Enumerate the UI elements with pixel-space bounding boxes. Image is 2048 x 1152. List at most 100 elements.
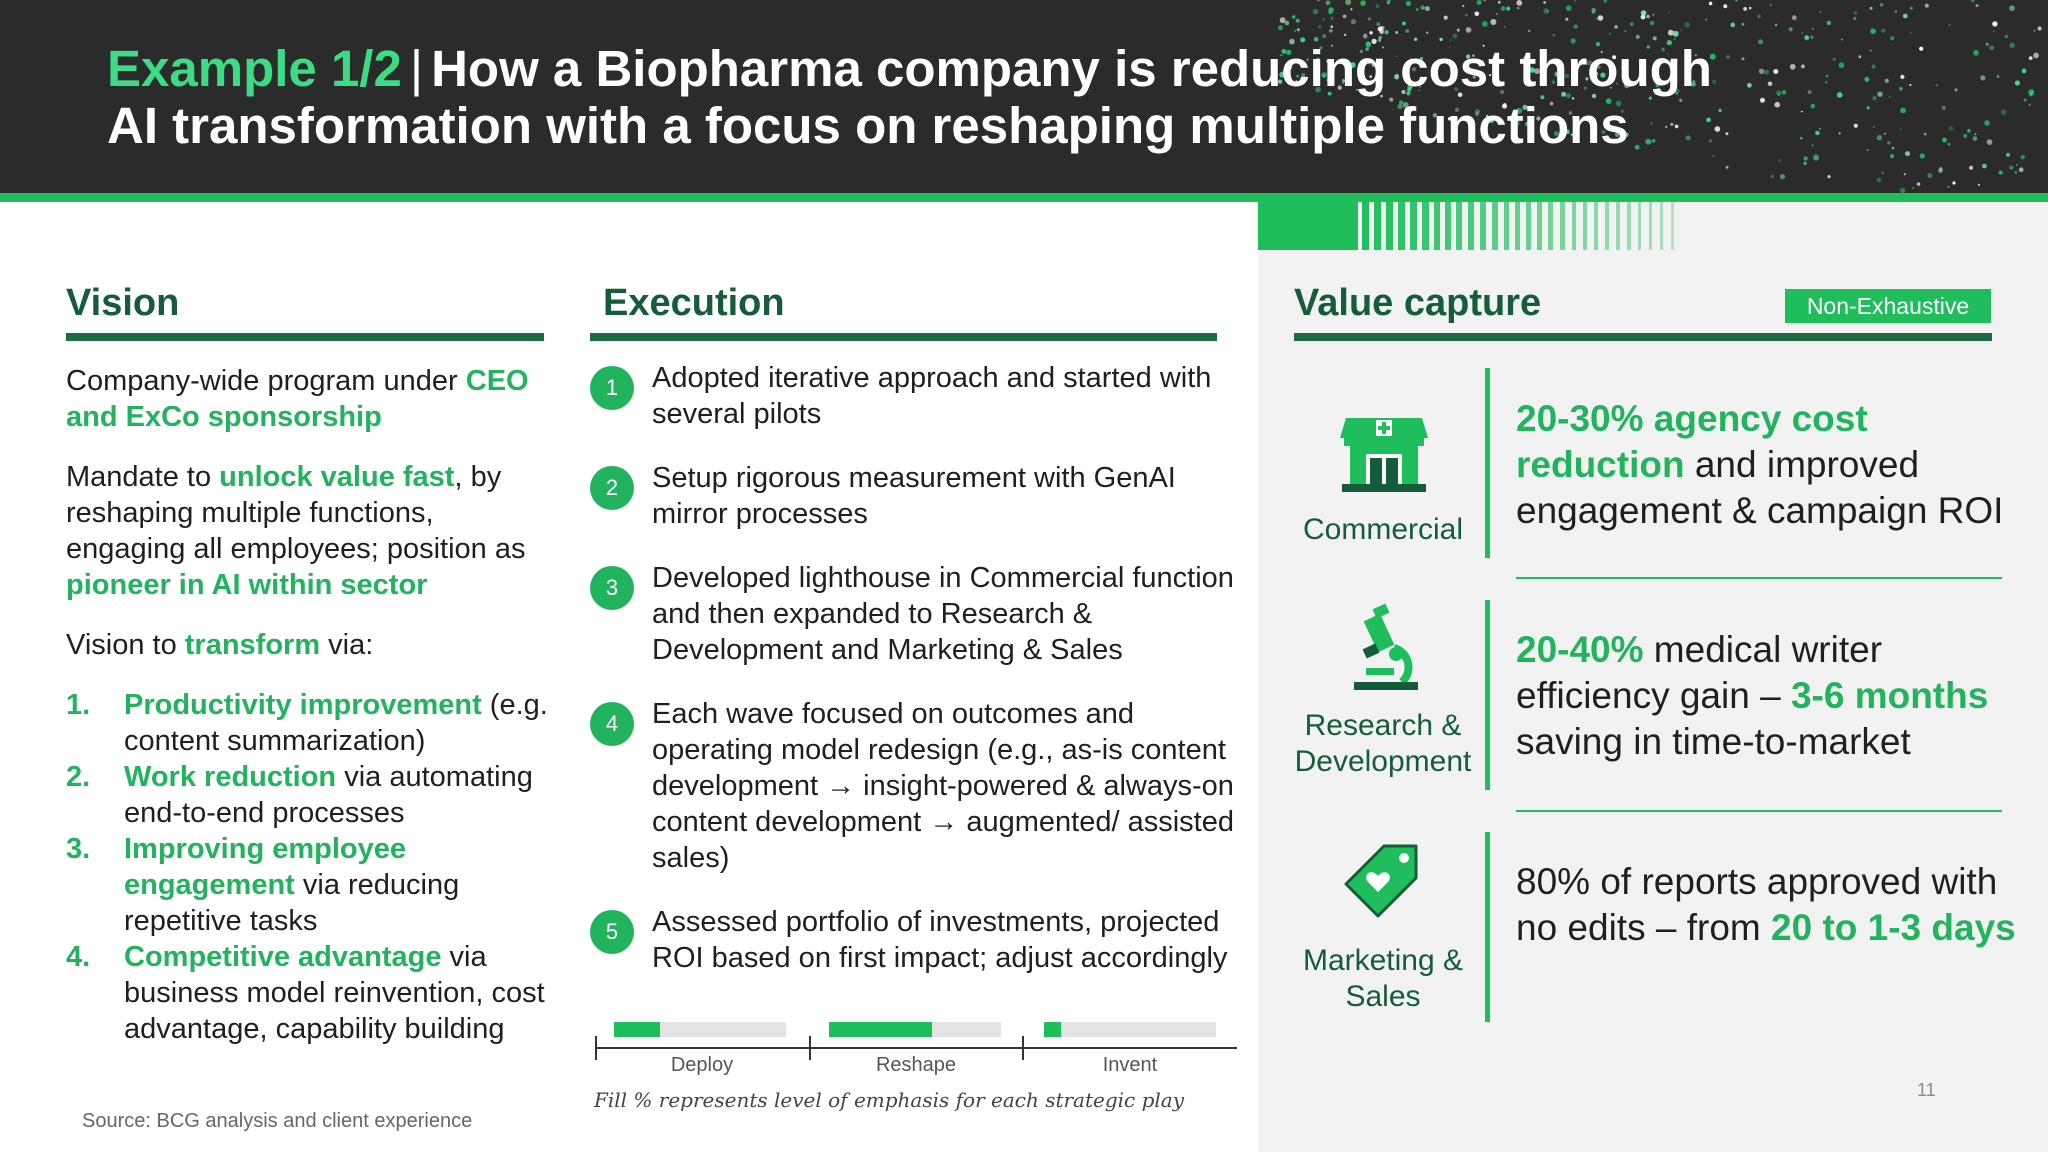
barcode-stripe	[1456, 202, 1462, 250]
decorative-dot	[1871, 64, 1876, 69]
decorative-dot	[1980, 75, 1986, 81]
decorative-dot	[1366, 58, 1373, 65]
decorative-dot	[1517, 6, 1520, 10]
decorative-dot	[1827, 175, 1831, 179]
decorative-dot	[1989, 45, 1995, 51]
decorative-dot	[2009, 165, 2014, 170]
decorative-dot	[1573, 24, 1578, 29]
decorative-dot	[1620, 109, 1624, 113]
decorative-dot	[1529, 67, 1535, 73]
decorative-dot	[1900, 74, 1905, 79]
decorative-dot	[2016, 164, 2018, 166]
decorative-dot	[1481, 60, 1484, 64]
decorative-dot	[1646, 14, 1650, 19]
decorative-dot	[1482, 44, 1485, 47]
barcode-stripe	[1638, 202, 1641, 250]
decorative-dot	[1947, 142, 1951, 146]
decorative-dot	[1799, 136, 1803, 140]
list-item-highlight: Productivity improvement	[124, 689, 482, 721]
decorative-dot	[1758, 39, 1764, 45]
header-stripe	[0, 193, 2048, 202]
decorative-dot	[1899, 128, 1902, 130]
decorative-dot	[1553, 131, 1559, 136]
decorative-dot	[1614, 25, 1618, 29]
decorative-dot	[1483, 0, 1486, 2]
execution-step: 4 Each wave focused on outcomes and opera…	[588, 696, 1238, 876]
decorative-dot	[1279, 17, 1286, 24]
decorative-dot	[1534, 68, 1540, 75]
decorative-dot	[1909, 84, 1912, 86]
decorative-dot	[1758, 68, 1765, 75]
decorative-dot	[1380, 25, 1385, 31]
decorative-dot	[1666, 52, 1669, 55]
decorative-dot	[1398, 100, 1404, 105]
decorative-dot	[1522, 104, 1528, 110]
execution-step: 1 Adopted iterative approach and started …	[588, 360, 1238, 432]
list-item-text: via business model reinvention, cost adv…	[124, 941, 545, 1045]
decorative-dot	[1482, 21, 1488, 27]
decorative-dot	[1735, 0, 1738, 2]
step-text: Developed lighthouse in Commercial funct…	[652, 562, 1234, 666]
decorative-dot	[1791, 15, 1797, 21]
decorative-dot	[1769, 3, 1773, 7]
decorative-dot	[2037, 26, 2042, 31]
decorative-dot	[1789, 63, 1796, 70]
value-highlight: 3-6 months	[1790, 675, 1989, 716]
vision-p2-text-b: , by reshaping multiple functions, engag…	[66, 461, 526, 565]
decorative-dot	[1317, 0, 1320, 2]
decorative-dot	[1881, 28, 1886, 33]
list-item: 4. Competitive advantage via business mod…	[66, 939, 556, 1047]
emphasis-bar-fill-invent	[1044, 1022, 1061, 1037]
execution-step: 2 Setup rigorous measurement with GenAI m…	[588, 460, 1238, 532]
value-highlight: 20-30% agency cost reduction	[1516, 398, 1868, 485]
decorative-dot	[1583, 86, 1587, 90]
decorative-dot	[1378, 35, 1382, 40]
barcode-stripe	[1548, 202, 1553, 250]
decorative-dot	[1287, 64, 1293, 71]
list-item-number: 4.	[66, 941, 91, 973]
decorative-dot	[1510, 118, 1515, 123]
barcode-block	[1258, 202, 1358, 250]
decorative-dot	[1448, 117, 1452, 121]
decorative-dot	[1419, 85, 1422, 88]
execution-steps: 1 Adopted iterative approach and started …	[588, 360, 1238, 1004]
decorative-dot	[1708, 139, 1713, 143]
decorative-dot	[1359, 49, 1364, 54]
decorative-dot	[1900, 107, 1906, 114]
decorative-dot	[1819, 127, 1821, 130]
decorative-dot	[1864, 76, 1870, 82]
title-line2: AI transformation with a focus on reshap…	[107, 97, 1629, 154]
decorative-dot	[1916, 182, 1921, 186]
decorative-dot	[1948, 23, 1951, 26]
decorative-dot	[1342, 81, 1344, 84]
decorative-dot	[1807, 90, 1812, 94]
decorative-dot	[1674, 88, 1680, 94]
execution-rule	[590, 333, 1217, 341]
barcode-stripe	[1374, 202, 1381, 250]
decorative-dot	[1346, 63, 1350, 67]
decorative-dot	[1472, 54, 1475, 57]
vision-p2-text-a: Mandate to	[66, 461, 220, 493]
decorative-dot	[2029, 93, 2033, 97]
decorative-dot	[1706, 117, 1711, 123]
decorative-dot	[1281, 48, 1287, 54]
decorative-dot	[1923, 132, 1927, 136]
decorative-dot	[2000, 109, 2007, 115]
vision-paragraph-2: Mandate to unlock value fast, by reshapi…	[66, 459, 556, 603]
decorative-dot	[1938, 168, 1943, 174]
decorative-dot	[1296, 74, 1300, 78]
decorative-dot	[1952, 181, 1956, 185]
decorative-dot	[1526, 68, 1528, 71]
decorative-dot	[1472, 75, 1476, 79]
decorative-dot	[2014, 80, 2020, 86]
decorative-dot	[1495, 12, 1499, 16]
decorative-dot	[1296, 28, 1300, 32]
decorative-dot	[1362, 33, 1368, 39]
step-number-badge: 5	[590, 910, 634, 954]
decorative-dot	[1367, 17, 1372, 21]
decorative-dot	[1345, 0, 1352, 6]
decorative-dot	[1869, 49, 1872, 52]
decorative-dot	[1490, 19, 1497, 25]
decorative-dot	[1675, 92, 1678, 95]
decorative-dot	[1694, 54, 1697, 57]
